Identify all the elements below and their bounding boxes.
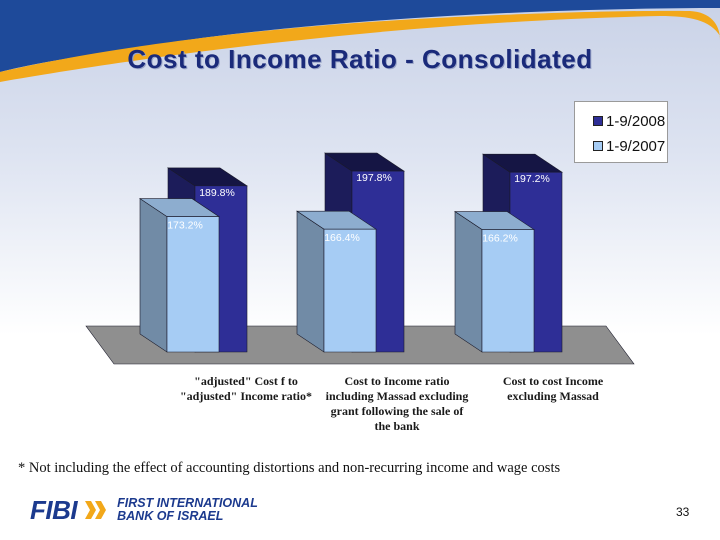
chart-bars	[139, 152, 563, 353]
x-tick-label: "adjusted" Cost f to "adjusted" Income r…	[180, 374, 312, 403]
data-label-2008: 197.2%	[514, 173, 550, 185]
logo-line-1: FIRST INTERNATIONAL	[117, 496, 258, 510]
bar-2007	[166, 216, 220, 353]
bank-logo: FIBI FIRST INTERNATIONAL BANK OF ISRAEL	[30, 494, 258, 525]
data-label-2007: 173.2%	[167, 220, 203, 232]
logo-chevron-icon	[85, 501, 107, 519]
logo-line-2: BANK OF ISRAEL	[117, 509, 224, 523]
legend-swatch-2007	[593, 141, 603, 151]
banner-accent-stripe	[0, 10, 720, 82]
bar-side-2007	[296, 210, 325, 353]
bar-2007	[323, 228, 377, 353]
data-label-2008: 197.8%	[356, 172, 392, 184]
chart-data-labels: 189.8% 173.2% 197.8% 166.4% 197.2% 166.2%	[167, 172, 550, 244]
logo-text-block: FIRST INTERNATIONAL BANK OF ISRAEL	[117, 497, 258, 523]
logo-wordmark: FIBI	[30, 494, 78, 525]
bar-side-2007	[454, 210, 483, 353]
bar-2007	[481, 229, 535, 353]
x-tick-label: Cost to cost Income excluding Massad	[502, 374, 604, 403]
bar-side-2007	[139, 198, 168, 353]
legend-label-2008: 1-9/2008	[606, 112, 666, 130]
data-label-2008: 189.8%	[199, 187, 235, 199]
x-tick-label: Cost to Income ratio including Massad ex…	[325, 374, 469, 433]
data-label-2007: 166.4%	[324, 232, 360, 244]
banner-shape	[0, 0, 720, 72]
chart-legend: 1-9/2008 1-9/2007	[574, 101, 668, 163]
data-label-2007: 166.2%	[482, 233, 518, 245]
page-title: Cost to Income Ratio - Consolidated	[127, 44, 593, 74]
legend-swatch-2008	[593, 116, 603, 126]
legend-item-2007: 1-9/2007	[593, 136, 665, 156]
legend-item-2008: 1-9/2008	[593, 111, 665, 131]
footnote: * Not including the effect of accounting…	[18, 460, 561, 476]
top-banner	[0, 0, 720, 82]
legend-label-2007: 1-9/2007	[606, 137, 666, 155]
page-number: 33	[676, 505, 690, 519]
